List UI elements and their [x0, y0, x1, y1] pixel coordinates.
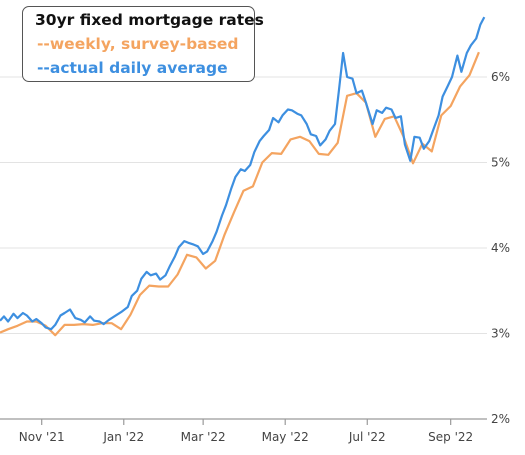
gridlines [0, 76, 487, 334]
y-tick-label: 5% [491, 155, 510, 169]
y-tick-label: 6% [491, 70, 510, 84]
x-tick-label: Sep '22 [428, 430, 473, 444]
y-tick-label: 4% [491, 241, 510, 255]
y-tick-label: 2% [491, 412, 510, 426]
x-tick-label: Nov '21 [19, 430, 65, 444]
series-line-weekly [0, 51, 480, 337]
y-tick-label: 3% [491, 326, 510, 340]
series-lines [0, 16, 486, 337]
y-axis-labels: 2% 3% 4% 5% 6% [491, 70, 510, 426]
series-line-daily [0, 16, 486, 331]
chart-title: 30yr fixed mortgage rates [35, 11, 264, 29]
x-tick-label: Jan '22 [102, 430, 144, 444]
x-axis-ticks: Nov '21 Jan '22 Mar '22 May '22 Jul '22 Sep '… [19, 419, 473, 444]
legend-entry-daily: --actual daily average [37, 59, 228, 77]
legend: 30yr fixed mortgage rates --weekly, surv… [22, 6, 264, 82]
x-tick-label: Jul '22 [348, 430, 386, 444]
legend-entry-weekly: --weekly, survey-based [37, 35, 239, 53]
x-tick-label: May '22 [262, 430, 309, 444]
x-tick-label: Mar '22 [181, 430, 226, 444]
